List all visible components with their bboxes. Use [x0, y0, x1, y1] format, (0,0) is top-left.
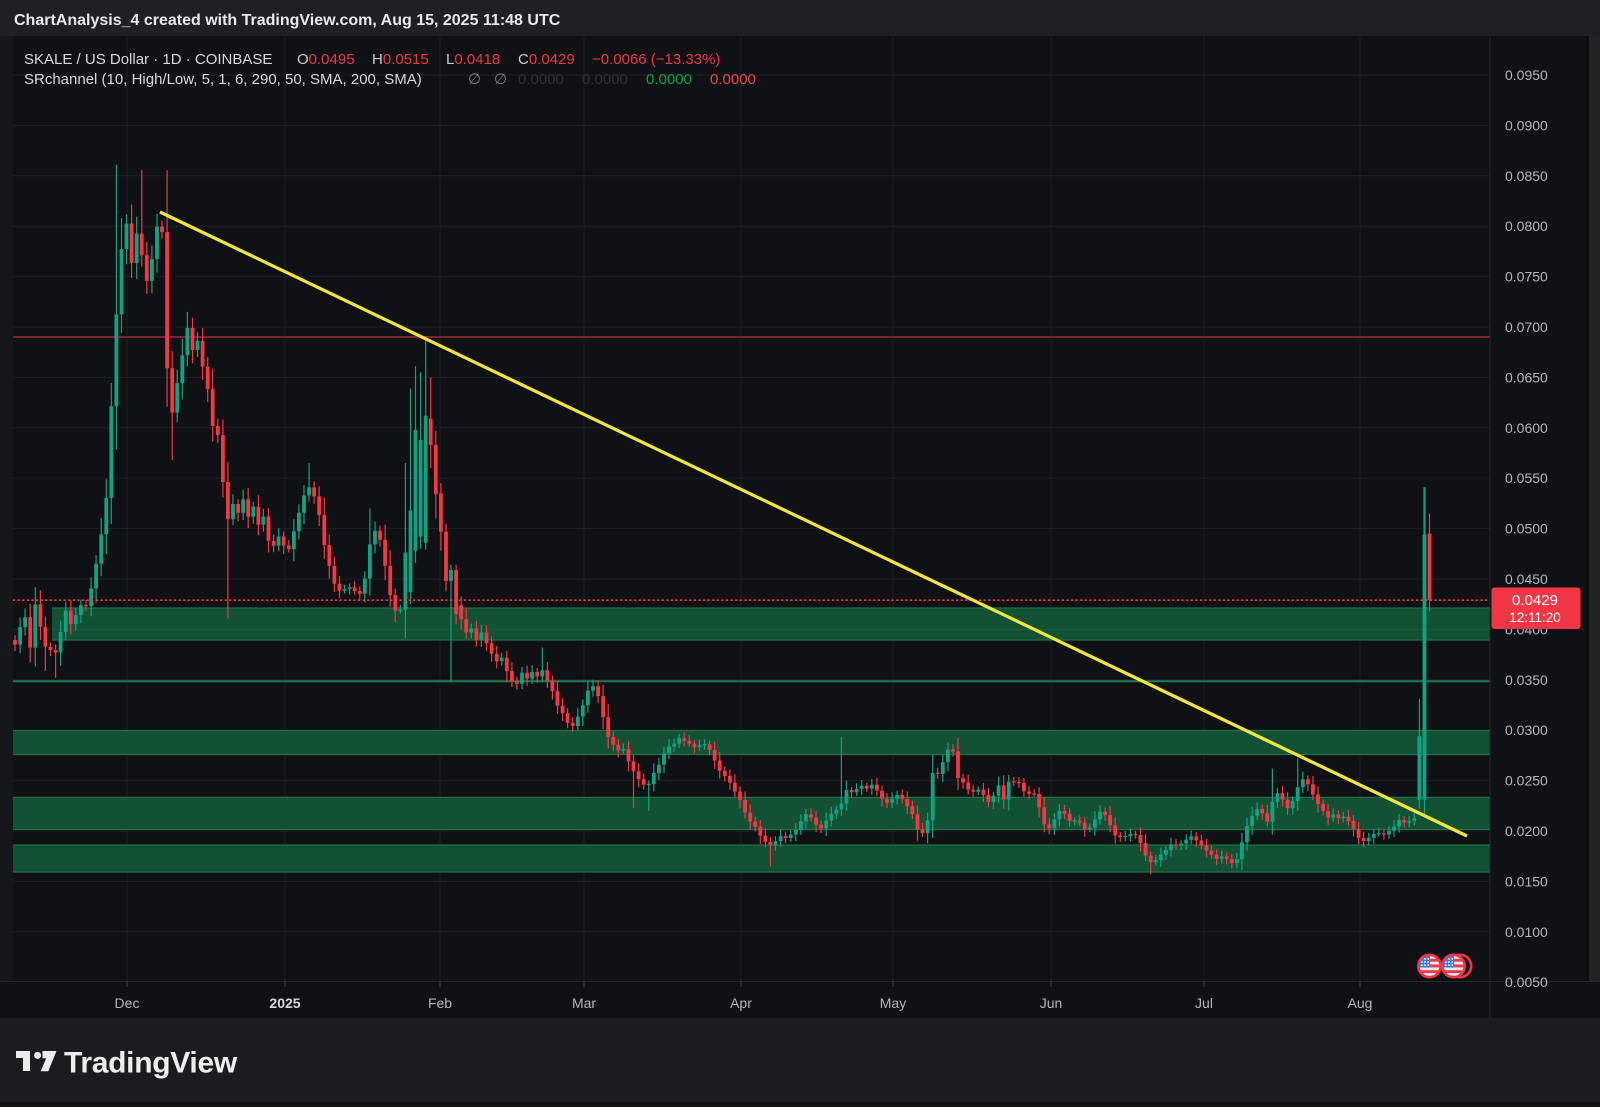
svg-text:0.0950: 0.0950	[1505, 67, 1548, 83]
svg-text:May: May	[880, 995, 906, 1011]
svg-text:H0.0515: H0.0515	[372, 51, 429, 68]
svg-text:0.0200: 0.0200	[1505, 823, 1548, 839]
svg-text:L0.0418: L0.0418	[446, 51, 500, 68]
svg-text:Feb: Feb	[428, 995, 452, 1011]
svg-text:0.0650: 0.0650	[1505, 369, 1548, 385]
svg-text:∅: ∅	[494, 71, 507, 88]
svg-text:C0.0429: C0.0429	[518, 51, 575, 68]
svg-text:0.0429: 0.0429	[1512, 592, 1558, 609]
svg-text:−0.0066 (−13.33%): −0.0066 (−13.33%)	[592, 51, 720, 68]
svg-text:ChartAnalysis_4 created with T: ChartAnalysis_4 created with TradingView…	[14, 12, 561, 29]
svg-text:Mar: Mar	[572, 995, 596, 1011]
svg-text:0.0050: 0.0050	[1505, 974, 1548, 990]
svg-text:SRchannel (10, High/Low, 5, 1,: SRchannel (10, High/Low, 5, 1, 6, 290, 5…	[24, 71, 422, 88]
svg-text:∅: ∅	[468, 71, 481, 88]
svg-text:Apr: Apr	[730, 995, 752, 1011]
svg-text:0.0150: 0.0150	[1505, 873, 1548, 889]
svg-text:0.0700: 0.0700	[1505, 319, 1548, 335]
svg-text:0.0850: 0.0850	[1505, 168, 1548, 184]
svg-text:0.0750: 0.0750	[1505, 269, 1548, 285]
svg-text:O0.0495: O0.0495	[297, 51, 355, 68]
svg-text:0.0350: 0.0350	[1505, 672, 1548, 688]
svg-text:0.0550: 0.0550	[1505, 470, 1548, 486]
svg-text:0.0100: 0.0100	[1505, 924, 1548, 940]
svg-text:0.0000: 0.0000	[710, 71, 756, 88]
svg-text:Aug: Aug	[1348, 995, 1373, 1011]
svg-text:12:11:20: 12:11:20	[1509, 610, 1561, 625]
svg-text:0.0300: 0.0300	[1505, 722, 1548, 738]
svg-text:0.0900: 0.0900	[1505, 117, 1548, 133]
svg-text:0.0500: 0.0500	[1505, 521, 1548, 537]
svg-text:0.0000: 0.0000	[582, 71, 628, 88]
svg-text:TradingView: TradingView	[64, 1047, 238, 1080]
svg-text:0.0800: 0.0800	[1505, 218, 1548, 234]
svg-text:Jul: Jul	[1195, 995, 1213, 1011]
svg-text:0.0250: 0.0250	[1505, 773, 1548, 789]
svg-text:SKALE / US Dollar · 1D · COINB: SKALE / US Dollar · 1D · COINBASE	[24, 51, 272, 68]
svg-text:0.0000: 0.0000	[646, 71, 692, 88]
svg-text:0.0450: 0.0450	[1505, 571, 1548, 587]
svg-text:0.0000: 0.0000	[518, 71, 564, 88]
svg-text:0.0600: 0.0600	[1505, 420, 1548, 436]
svg-text:2025: 2025	[269, 995, 300, 1011]
svg-text:Dec: Dec	[115, 995, 140, 1011]
svg-text:Jun: Jun	[1040, 995, 1063, 1011]
